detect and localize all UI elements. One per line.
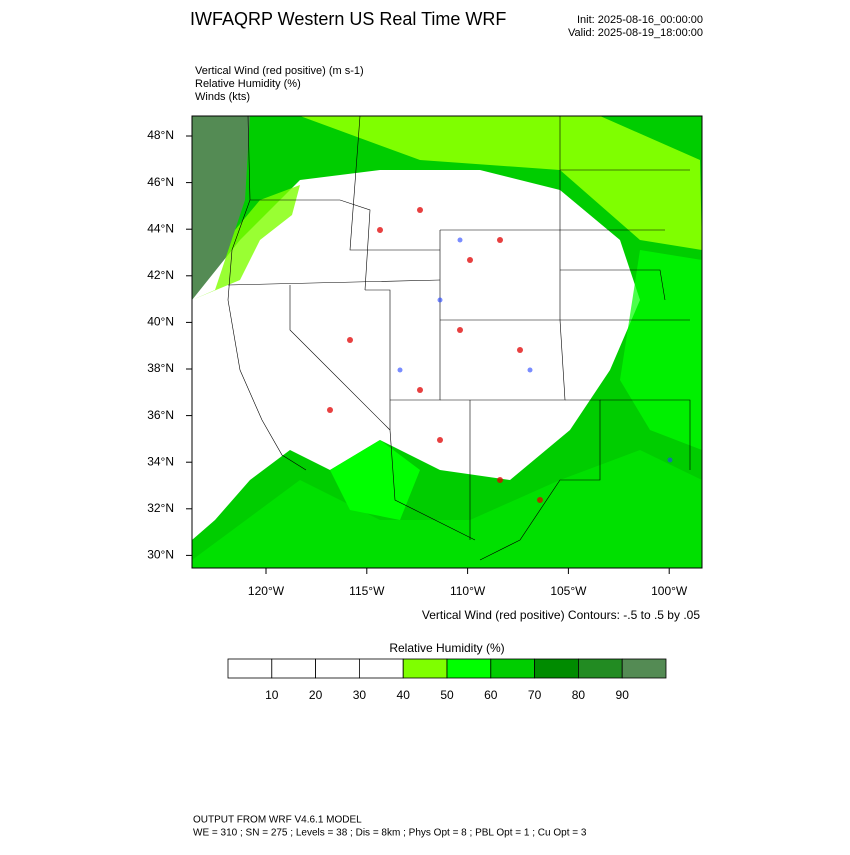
colorbar-label: 50 bbox=[440, 688, 454, 702]
field-label: Relative Humidity (%) bbox=[195, 78, 301, 90]
init-time: Init: 2025-08-16_00:00:00 bbox=[577, 14, 703, 26]
lon-labels: 120°W 115°W 110°W 105°W 100°W bbox=[248, 568, 688, 598]
colorbar-label: 80 bbox=[572, 688, 586, 702]
colorbar-label: 60 bbox=[484, 688, 498, 702]
lon-label: 120°W bbox=[248, 584, 285, 598]
colorbar-label: 70 bbox=[528, 688, 542, 702]
lat-label: 34°N bbox=[147, 454, 174, 468]
colorbar-box bbox=[578, 658, 623, 679]
colorbar-box bbox=[446, 658, 492, 679]
colorbar: 10 20 30 40 50 60 70 80 90 bbox=[227, 658, 667, 702]
colorbar-label: 30 bbox=[353, 688, 367, 702]
colorbar-label: 10 bbox=[265, 688, 279, 702]
lat-label: 36°N bbox=[147, 408, 174, 422]
title: IWFAQRP Western US Real Time WRF bbox=[190, 9, 506, 29]
colorbar-label: 90 bbox=[616, 688, 630, 702]
lon-label: 100°W bbox=[651, 584, 688, 598]
lat-label: 46°N bbox=[147, 175, 174, 189]
footer-line: OUTPUT FROM WRF V4.6.1 MODEL bbox=[193, 815, 362, 826]
lat-label: 40°N bbox=[147, 315, 174, 329]
lon-label: 115°W bbox=[349, 584, 385, 598]
lon-label: 110°W bbox=[450, 584, 486, 598]
map-frame bbox=[191, 115, 703, 569]
colorbar-box bbox=[402, 658, 448, 679]
lat-label: 32°N bbox=[147, 501, 174, 515]
colorbar-box bbox=[621, 658, 667, 679]
lat-label: 42°N bbox=[147, 268, 174, 282]
map bbox=[191, 115, 703, 569]
lat-label: 30°N bbox=[147, 548, 174, 562]
lat-labels: 48°N 46°N 44°N 42°N 40°N 38°N 36°N 34°N 32°N 30°N bbox=[147, 128, 192, 562]
colorbar-box bbox=[271, 658, 316, 679]
colorbar-box bbox=[315, 658, 360, 679]
colorbar-label: 20 bbox=[309, 688, 323, 702]
lat-label: 38°N bbox=[147, 361, 174, 375]
footer-line: WE = 310 ; SN = 275 ; Levels = 38 ; Dis … bbox=[193, 828, 587, 839]
lat-label: 48°N bbox=[147, 128, 174, 142]
contour-note: Vertical Wind (red positive) Contours: -… bbox=[422, 608, 700, 622]
colorbar-box bbox=[227, 658, 273, 679]
valid-time: Valid: 2025-08-19_18:00:00 bbox=[568, 27, 703, 39]
lon-label: 105°W bbox=[550, 584, 587, 598]
field-label: Vertical Wind (red positive) (m s-1) bbox=[195, 65, 364, 77]
colorbar-box bbox=[490, 658, 535, 679]
colorbar-box bbox=[358, 658, 404, 679]
colorbar-box bbox=[534, 658, 579, 679]
lat-label: 44°N bbox=[147, 221, 174, 235]
field-label: Winds (kts) bbox=[195, 91, 250, 103]
colorbar-title: Relative Humidity (%) bbox=[389, 641, 504, 655]
colorbar-label: 40 bbox=[397, 688, 411, 702]
